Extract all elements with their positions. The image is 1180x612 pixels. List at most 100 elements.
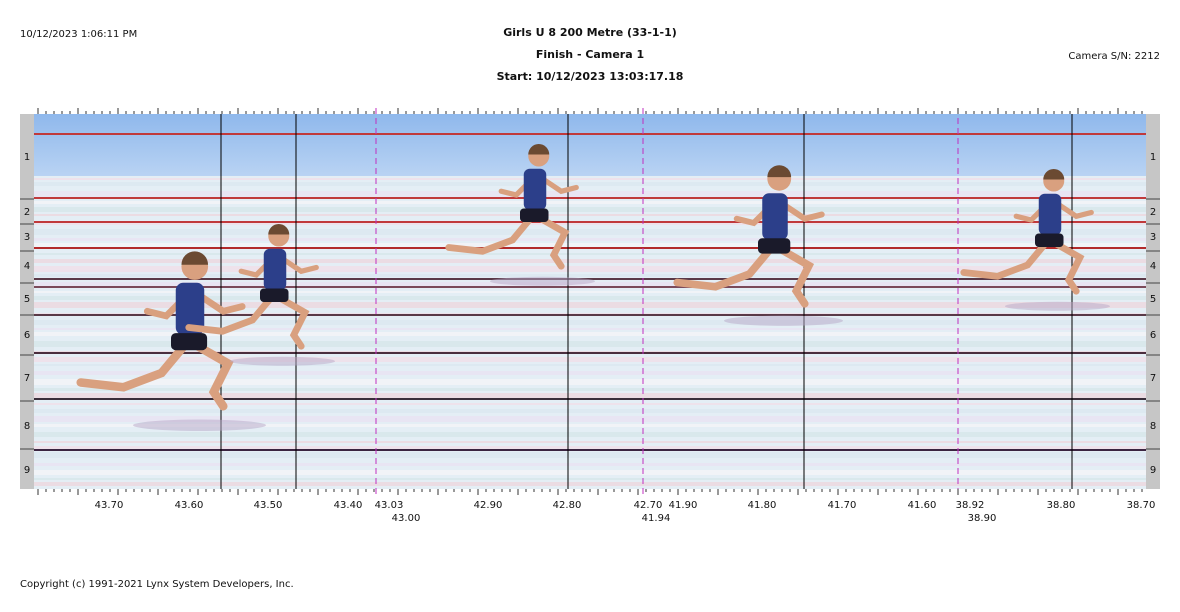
runner-limb bbox=[185, 294, 275, 335]
runner-torso bbox=[175, 282, 205, 335]
lane-number: 6 bbox=[1150, 330, 1156, 341]
stripe bbox=[34, 182, 1146, 186]
lane-number: 4 bbox=[1150, 261, 1156, 272]
stripe bbox=[34, 328, 1146, 330]
track-line bbox=[34, 352, 1146, 354]
stripe bbox=[34, 478, 1146, 480]
track-line bbox=[34, 398, 1146, 400]
track-line bbox=[34, 449, 1146, 451]
stripe bbox=[34, 341, 1146, 347]
time-label: 38.90 bbox=[968, 513, 997, 524]
time-label: 43.00 bbox=[392, 513, 421, 524]
runner-hair bbox=[767, 165, 792, 178]
lane-number: 1 bbox=[24, 152, 30, 163]
lane-number: 3 bbox=[1150, 232, 1156, 243]
stripe bbox=[34, 253, 1146, 255]
time-label: 41.80 bbox=[748, 500, 777, 511]
track-line bbox=[34, 221, 1146, 223]
lane-number: 5 bbox=[24, 294, 30, 305]
stripe bbox=[34, 320, 1146, 325]
time-label: 38.80 bbox=[1047, 500, 1076, 511]
stripe bbox=[34, 201, 1146, 204]
track-line bbox=[34, 278, 1146, 280]
runner-limb bbox=[275, 294, 310, 350]
runner-shadow bbox=[1005, 301, 1110, 311]
stripe bbox=[34, 452, 1146, 458]
time-label: 43.03 bbox=[375, 500, 404, 511]
stripe bbox=[34, 229, 1146, 235]
stripe bbox=[34, 274, 1146, 277]
stripe bbox=[34, 388, 1146, 391]
stripe bbox=[34, 296, 1146, 300]
track-line bbox=[34, 247, 1146, 249]
time-label: 41.60 bbox=[908, 500, 937, 511]
runners bbox=[76, 144, 1110, 431]
runner-limb bbox=[76, 340, 190, 392]
lane-number: 9 bbox=[24, 465, 30, 476]
stripe bbox=[34, 357, 1146, 362]
stripe bbox=[34, 371, 1146, 375]
runner-limb bbox=[673, 244, 775, 291]
time-label: 43.40 bbox=[334, 500, 363, 511]
stripe bbox=[34, 243, 1146, 248]
runner-shorts bbox=[758, 238, 791, 254]
stripe bbox=[34, 364, 1146, 366]
copyright: Copyright (c) 1991-2021 Lynx System Deve… bbox=[20, 579, 294, 590]
runner-shadow bbox=[490, 276, 595, 286]
lane-band bbox=[20, 114, 34, 489]
runner-shorts bbox=[1035, 233, 1064, 247]
stripe bbox=[34, 214, 1146, 216]
lane-number: 4 bbox=[24, 261, 30, 272]
camera-title: Finish - Camera 1 bbox=[536, 48, 644, 61]
stripe bbox=[34, 403, 1146, 405]
track-line bbox=[34, 197, 1146, 199]
stripe bbox=[34, 463, 1146, 466]
runner-limb bbox=[960, 239, 1050, 280]
time-label: 41.70 bbox=[828, 500, 857, 511]
runner-shadow bbox=[724, 315, 843, 326]
stripe bbox=[34, 282, 1146, 287]
lane-number: 2 bbox=[1150, 207, 1156, 218]
lane-number: 3 bbox=[24, 232, 30, 243]
runner-hair bbox=[528, 144, 550, 155]
runner-shadow bbox=[133, 419, 266, 431]
runner-limb bbox=[775, 244, 815, 308]
time-label: 43.50 bbox=[254, 500, 283, 511]
runner-torso bbox=[263, 248, 287, 290]
start-time: Start: 10/12/2023 13:03:17.18 bbox=[497, 70, 684, 83]
lane-number: 9 bbox=[1150, 465, 1156, 476]
camera-serial: Camera S/N: 2212 bbox=[1068, 51, 1160, 62]
runner-hair bbox=[181, 251, 209, 265]
runner-shorts bbox=[171, 333, 208, 351]
stripe bbox=[34, 424, 1146, 427]
stripe bbox=[34, 441, 1146, 443]
stripe bbox=[34, 302, 1146, 308]
time-label: 41.94 bbox=[642, 513, 671, 524]
stripe bbox=[34, 332, 1146, 336]
finish-image bbox=[34, 114, 1146, 489]
lane-number: 1 bbox=[1150, 152, 1156, 163]
runner-torso bbox=[762, 193, 788, 240]
track-line bbox=[34, 314, 1146, 316]
runner-shorts bbox=[260, 288, 289, 302]
runner-torso bbox=[1038, 193, 1062, 235]
time-label: 42.80 bbox=[553, 500, 582, 511]
printed-at: 10/12/2023 1:06:11 PM bbox=[20, 29, 137, 40]
runner-limb bbox=[445, 214, 535, 255]
lane-number: 7 bbox=[24, 373, 30, 384]
runner-shadow bbox=[230, 356, 335, 366]
runner-hair bbox=[1043, 169, 1065, 180]
stripe bbox=[34, 409, 1146, 413]
lane-number: 2 bbox=[24, 207, 30, 218]
stripe bbox=[34, 416, 1146, 422]
track-line bbox=[34, 286, 1146, 288]
time-label: 38.92 bbox=[956, 500, 985, 511]
stripe bbox=[34, 482, 1146, 486]
runner-limb bbox=[535, 214, 570, 270]
lane-number: 8 bbox=[1150, 421, 1156, 432]
time-label: 42.90 bbox=[474, 500, 503, 511]
stripe bbox=[34, 238, 1146, 241]
stripe bbox=[34, 178, 1146, 180]
stripe bbox=[34, 259, 1146, 263]
lane-band bbox=[1146, 114, 1160, 489]
